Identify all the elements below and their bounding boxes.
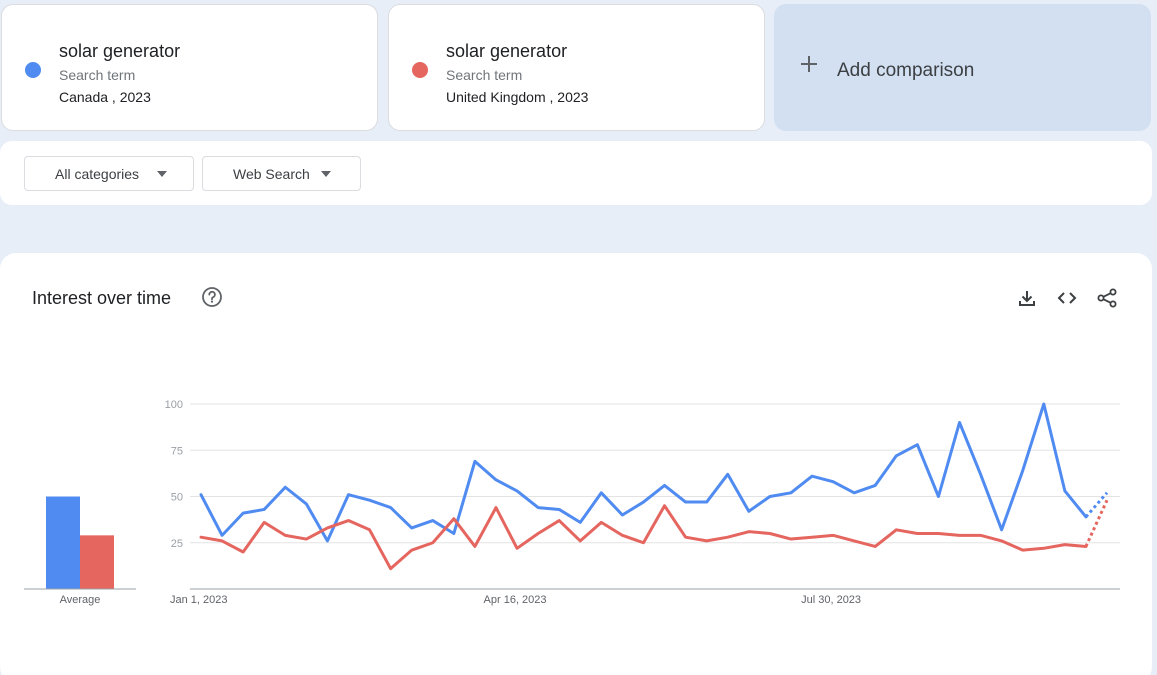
series-line-2 — [199, 504, 1088, 571]
search-term-title: solar generator — [59, 41, 181, 61]
caret-down-icon — [157, 171, 167, 177]
search-type-dropdown[interactable]: Web Search — [202, 156, 361, 191]
series-line-1 — [199, 402, 1088, 543]
y-tick-label: 100 — [165, 399, 183, 411]
average-bar — [80, 535, 114, 589]
partial-data-segment-2 — [1084, 499, 1109, 548]
category-dropdown[interactable]: All categories — [24, 156, 194, 191]
search-term-card-1[interactable]: solar generator Search term Canada , 202… — [1, 4, 378, 131]
x-tick-label: Apr 16, 2023 — [484, 594, 547, 606]
search-term-type: Search term — [446, 67, 523, 83]
partial-data-segment-1 — [1084, 491, 1109, 518]
y-tick-label: 75 — [171, 445, 183, 457]
y-tick-label: 50 — [171, 492, 183, 504]
share-icon[interactable] — [1096, 287, 1118, 309]
y-tick-label: 25 — [171, 538, 183, 550]
download-icon[interactable] — [1016, 287, 1038, 309]
filter-bar: All categories Web Search — [0, 141, 1152, 205]
search-term-card-2[interactable]: solar generator Search term United Kingd… — [388, 4, 765, 131]
chart-title: Interest over time — [32, 288, 172, 308]
add-comparison-label: Add comparison — [837, 60, 975, 81]
x-tick-label: Jan 1, 2023 — [170, 594, 228, 606]
series-color-dot — [412, 62, 428, 78]
plus-icon — [800, 54, 818, 78]
search-term-title: solar generator — [446, 41, 568, 61]
add-comparison-button[interactable]: Add comparison — [774, 4, 1151, 131]
x-tick-label: Jul 30, 2023 — [801, 594, 861, 606]
search-term-region: United Kingdom , 2023 — [446, 89, 589, 105]
embed-icon[interactable] — [1056, 287, 1078, 309]
category-dropdown-label: All categories — [55, 166, 140, 182]
series-color-dot — [25, 62, 41, 78]
interest-line-chart: 100 75 50 25 Jan 1, 2023 Apr 16, 2023 Jul 30, … — [24, 399, 1120, 606]
search-term-region: Canada , 2023 — [59, 89, 151, 105]
search-type-dropdown-label: Web Search — [233, 166, 310, 182]
average-bar — [46, 496, 80, 589]
interest-over-time-card: Interest over time 100 75 50 25 Jan 1, 2023 A… — [0, 253, 1152, 675]
search-term-type: Search term — [59, 67, 136, 83]
help-icon[interactable] — [201, 286, 223, 308]
caret-down-icon — [321, 171, 331, 177]
average-label: Average — [60, 594, 101, 606]
